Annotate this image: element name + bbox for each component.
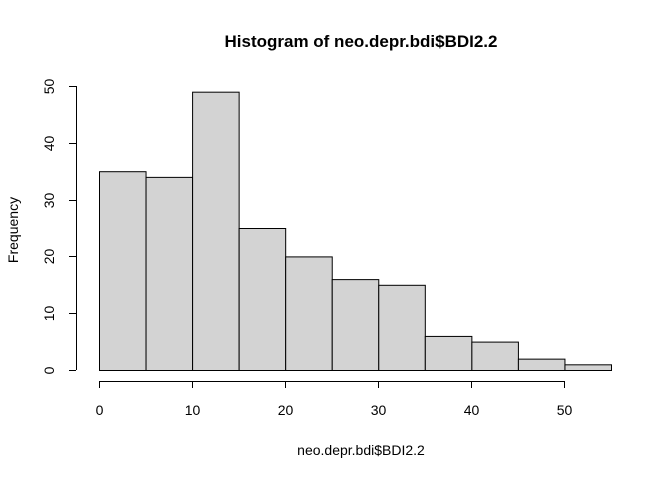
y-tick-label: 20 xyxy=(41,249,57,265)
x-tick-label: 30 xyxy=(371,402,387,418)
histogram-bar-2 xyxy=(192,91,240,372)
histogram-bar-3 xyxy=(238,228,287,371)
x-tick-label: 50 xyxy=(557,402,573,418)
x-axis: 0 10 20 30 40 50 xyxy=(96,381,573,418)
x-tick-label: 0 xyxy=(96,402,104,418)
histogram-bar-0 xyxy=(99,171,147,371)
histogram-bar-8 xyxy=(471,341,519,372)
x-tick-label: 40 xyxy=(464,402,480,418)
bars-group xyxy=(99,91,612,372)
y-tick-label: 40 xyxy=(41,136,57,152)
y-axis-label: Frequency xyxy=(5,197,21,263)
histogram-bar-7 xyxy=(424,335,473,372)
y-tick-label: 30 xyxy=(41,193,57,209)
x-tick-label: 20 xyxy=(278,402,294,418)
y-tick-label: 0 xyxy=(41,366,57,374)
y-tick-label: 10 xyxy=(41,306,57,322)
histogram-bar-5 xyxy=(331,279,380,371)
histogram-bar-4 xyxy=(285,256,333,371)
x-axis-label: neo.depr.bdi$BDI2.2 xyxy=(297,442,425,458)
x-tick-label: 10 xyxy=(185,402,201,418)
y-tick-label: 50 xyxy=(41,79,57,95)
histogram-bar-10 xyxy=(564,364,612,372)
y-axis: 0 10 20 30 40 50 xyxy=(41,79,77,374)
chart-title: Histogram of neo.depr.bdi$BDI2.2 xyxy=(225,32,498,51)
histogram-bar-9 xyxy=(517,358,566,372)
histogram-bar-6 xyxy=(378,284,426,371)
histogram-bar-1 xyxy=(145,176,194,371)
